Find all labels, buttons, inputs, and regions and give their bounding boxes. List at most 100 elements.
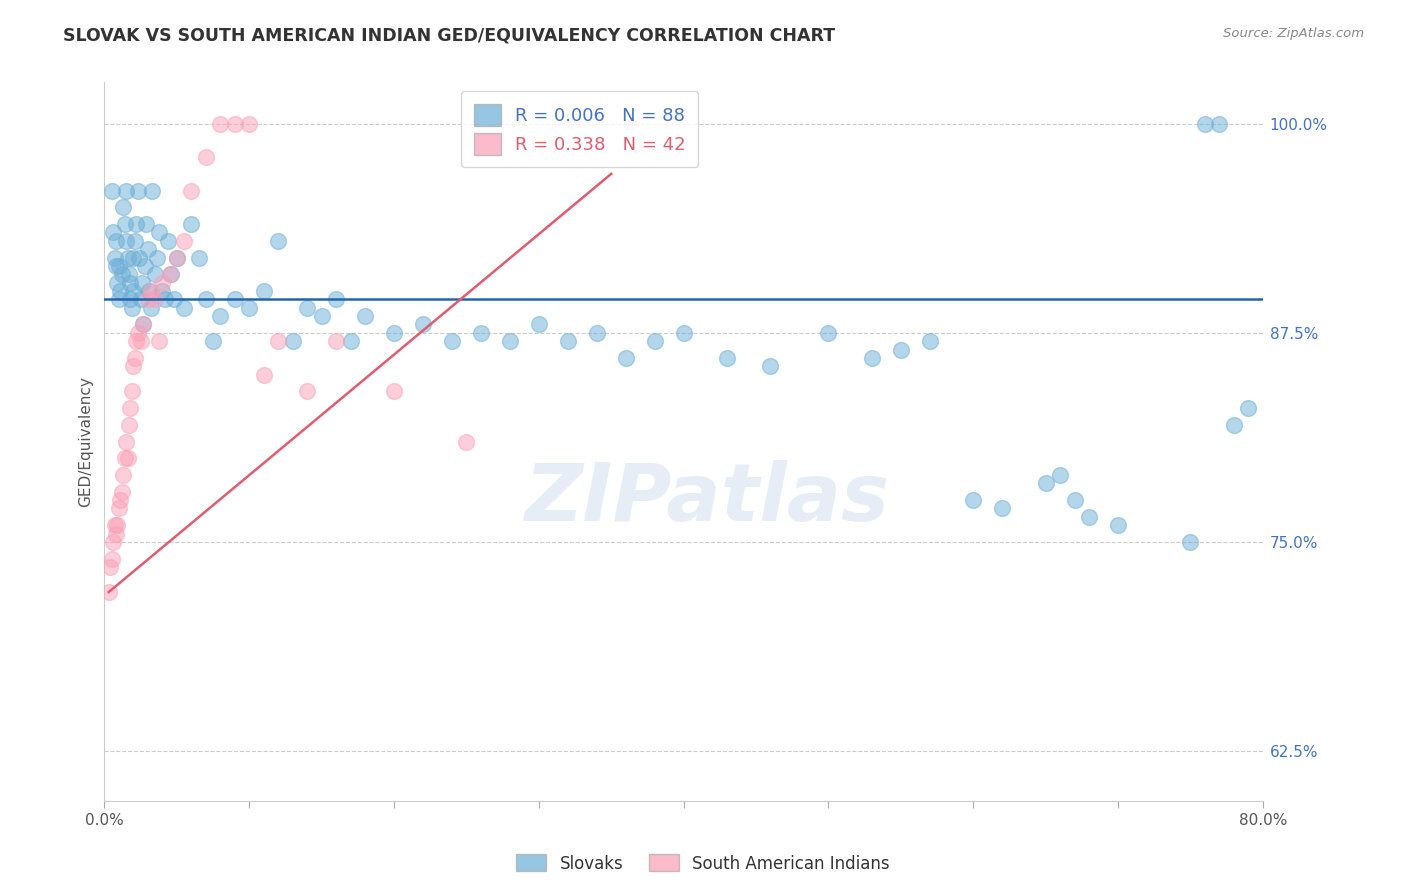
Point	[295, 384, 318, 399]
Point	[1208, 117, 1230, 131]
Point	[157, 234, 180, 248]
Point	[238, 117, 260, 131]
Point	[115, 184, 138, 198]
Point	[173, 301, 195, 315]
Point	[135, 217, 157, 231]
Point	[100, 184, 122, 198]
Point	[1035, 476, 1057, 491]
Point	[143, 267, 166, 281]
Point	[557, 334, 579, 348]
Point	[1194, 117, 1216, 131]
Point	[759, 359, 782, 374]
Point	[97, 585, 120, 599]
Point	[153, 293, 176, 307]
Point	[127, 184, 149, 198]
Point	[104, 234, 127, 248]
Point	[1237, 401, 1260, 415]
Point	[860, 351, 883, 365]
Point	[132, 318, 155, 332]
Point	[121, 384, 143, 399]
Point	[120, 276, 142, 290]
Text: ZIPatlas: ZIPatlas	[524, 460, 889, 538]
Point	[456, 434, 478, 449]
Point	[128, 251, 150, 265]
Point	[103, 518, 125, 533]
Text: Source: ZipAtlas.com: Source: ZipAtlas.com	[1223, 27, 1364, 40]
Point	[107, 518, 129, 533]
Point	[138, 284, 160, 298]
Point	[1078, 509, 1101, 524]
Point	[201, 334, 224, 348]
Point	[150, 284, 173, 298]
Point	[1107, 518, 1129, 533]
Point	[890, 343, 912, 357]
Point	[134, 259, 156, 273]
Point	[124, 234, 146, 248]
Point	[101, 226, 124, 240]
Point	[194, 293, 217, 307]
Point	[129, 334, 152, 348]
Point	[107, 276, 129, 290]
Point	[382, 326, 405, 340]
Point	[224, 117, 246, 131]
Point	[918, 334, 941, 348]
Point	[117, 451, 139, 466]
Point	[111, 267, 134, 281]
Point	[118, 417, 141, 432]
Point	[124, 351, 146, 365]
Point	[112, 200, 135, 214]
Point	[150, 276, 173, 290]
Point	[1063, 493, 1085, 508]
Point	[121, 301, 143, 315]
Point	[644, 334, 666, 348]
Point	[295, 301, 318, 315]
Point	[412, 318, 434, 332]
Point	[131, 276, 153, 290]
Point	[114, 451, 136, 466]
Point	[267, 234, 290, 248]
Point	[122, 251, 145, 265]
Point	[115, 234, 138, 248]
Point	[339, 334, 361, 348]
Point	[281, 334, 304, 348]
Point	[148, 226, 170, 240]
Point	[148, 334, 170, 348]
Point	[110, 493, 132, 508]
Point	[108, 501, 131, 516]
Point	[122, 359, 145, 374]
Point	[112, 467, 135, 482]
Point	[470, 326, 492, 340]
Point	[187, 251, 209, 265]
Point	[224, 293, 246, 307]
Point	[354, 309, 377, 323]
Point	[962, 493, 984, 508]
Point	[132, 318, 155, 332]
Point	[100, 551, 122, 566]
Point	[614, 351, 637, 365]
Point	[180, 217, 202, 231]
Point	[108, 293, 131, 307]
Point	[159, 267, 181, 281]
Point	[1049, 467, 1071, 482]
Point	[125, 217, 148, 231]
Point	[163, 293, 186, 307]
Point	[180, 184, 202, 198]
Point	[139, 284, 162, 298]
Point	[440, 334, 463, 348]
Point	[136, 242, 159, 256]
Point	[114, 217, 136, 231]
Point	[716, 351, 738, 365]
Legend: R = 0.006   N = 88, R = 0.338   N = 42: R = 0.006 N = 88, R = 0.338 N = 42	[461, 91, 699, 168]
Point	[382, 384, 405, 399]
Point	[120, 401, 142, 415]
Point	[194, 150, 217, 164]
Point	[253, 368, 276, 382]
Point	[991, 501, 1014, 516]
Point	[160, 267, 183, 281]
Point	[527, 318, 550, 332]
Point	[127, 326, 149, 340]
Point	[139, 301, 162, 315]
Point	[122, 284, 145, 298]
Point	[166, 251, 188, 265]
Point	[499, 334, 522, 348]
